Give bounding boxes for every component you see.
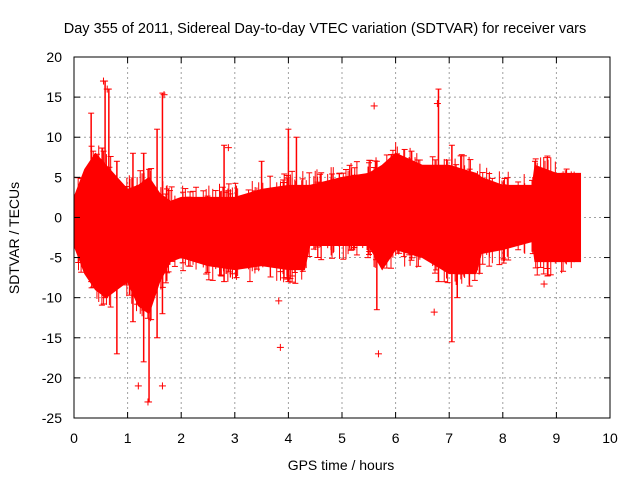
y-tick-label: 20 <box>46 49 62 65</box>
x-tick-label: 9 <box>553 430 561 446</box>
y-tick-label: -10 <box>42 290 62 306</box>
x-tick-label: 0 <box>70 430 78 446</box>
y-tick-label: 0 <box>54 209 62 225</box>
x-tick-label: 10 <box>602 430 618 446</box>
x-tick-label: 8 <box>499 430 507 446</box>
y-tick-label: -25 <box>42 410 62 426</box>
y-tick-label: -5 <box>50 250 63 266</box>
y-tick-label: 15 <box>46 89 62 105</box>
x-tick-label: 7 <box>445 430 453 446</box>
x-tick-label: 1 <box>124 430 132 446</box>
y-tick-label: -20 <box>42 370 62 386</box>
x-tick-label: 3 <box>231 430 239 446</box>
data-layer <box>73 77 582 406</box>
x-tick-label: 4 <box>285 430 293 446</box>
x-tick-label: 5 <box>338 430 346 446</box>
y-axis-label: SDTVAR / TECUs <box>6 182 22 294</box>
chart-title: Day 355 of 2011, Sidereal Day-to-day VTE… <box>64 21 586 37</box>
x-tick-label: 6 <box>392 430 400 446</box>
y-tick-label: 10 <box>46 129 62 145</box>
x-axis-label: GPS time / hours <box>288 457 395 473</box>
y-tick-label: 5 <box>54 169 62 185</box>
x-tick-label: 2 <box>177 430 185 446</box>
y-tick-label: -15 <box>42 330 62 346</box>
ticks-layer: 0 1 2 3 4 5 6 7 8 9 10 20 15 10 5 0 -5 -10 -15 -20 -25 <box>42 49 618 446</box>
